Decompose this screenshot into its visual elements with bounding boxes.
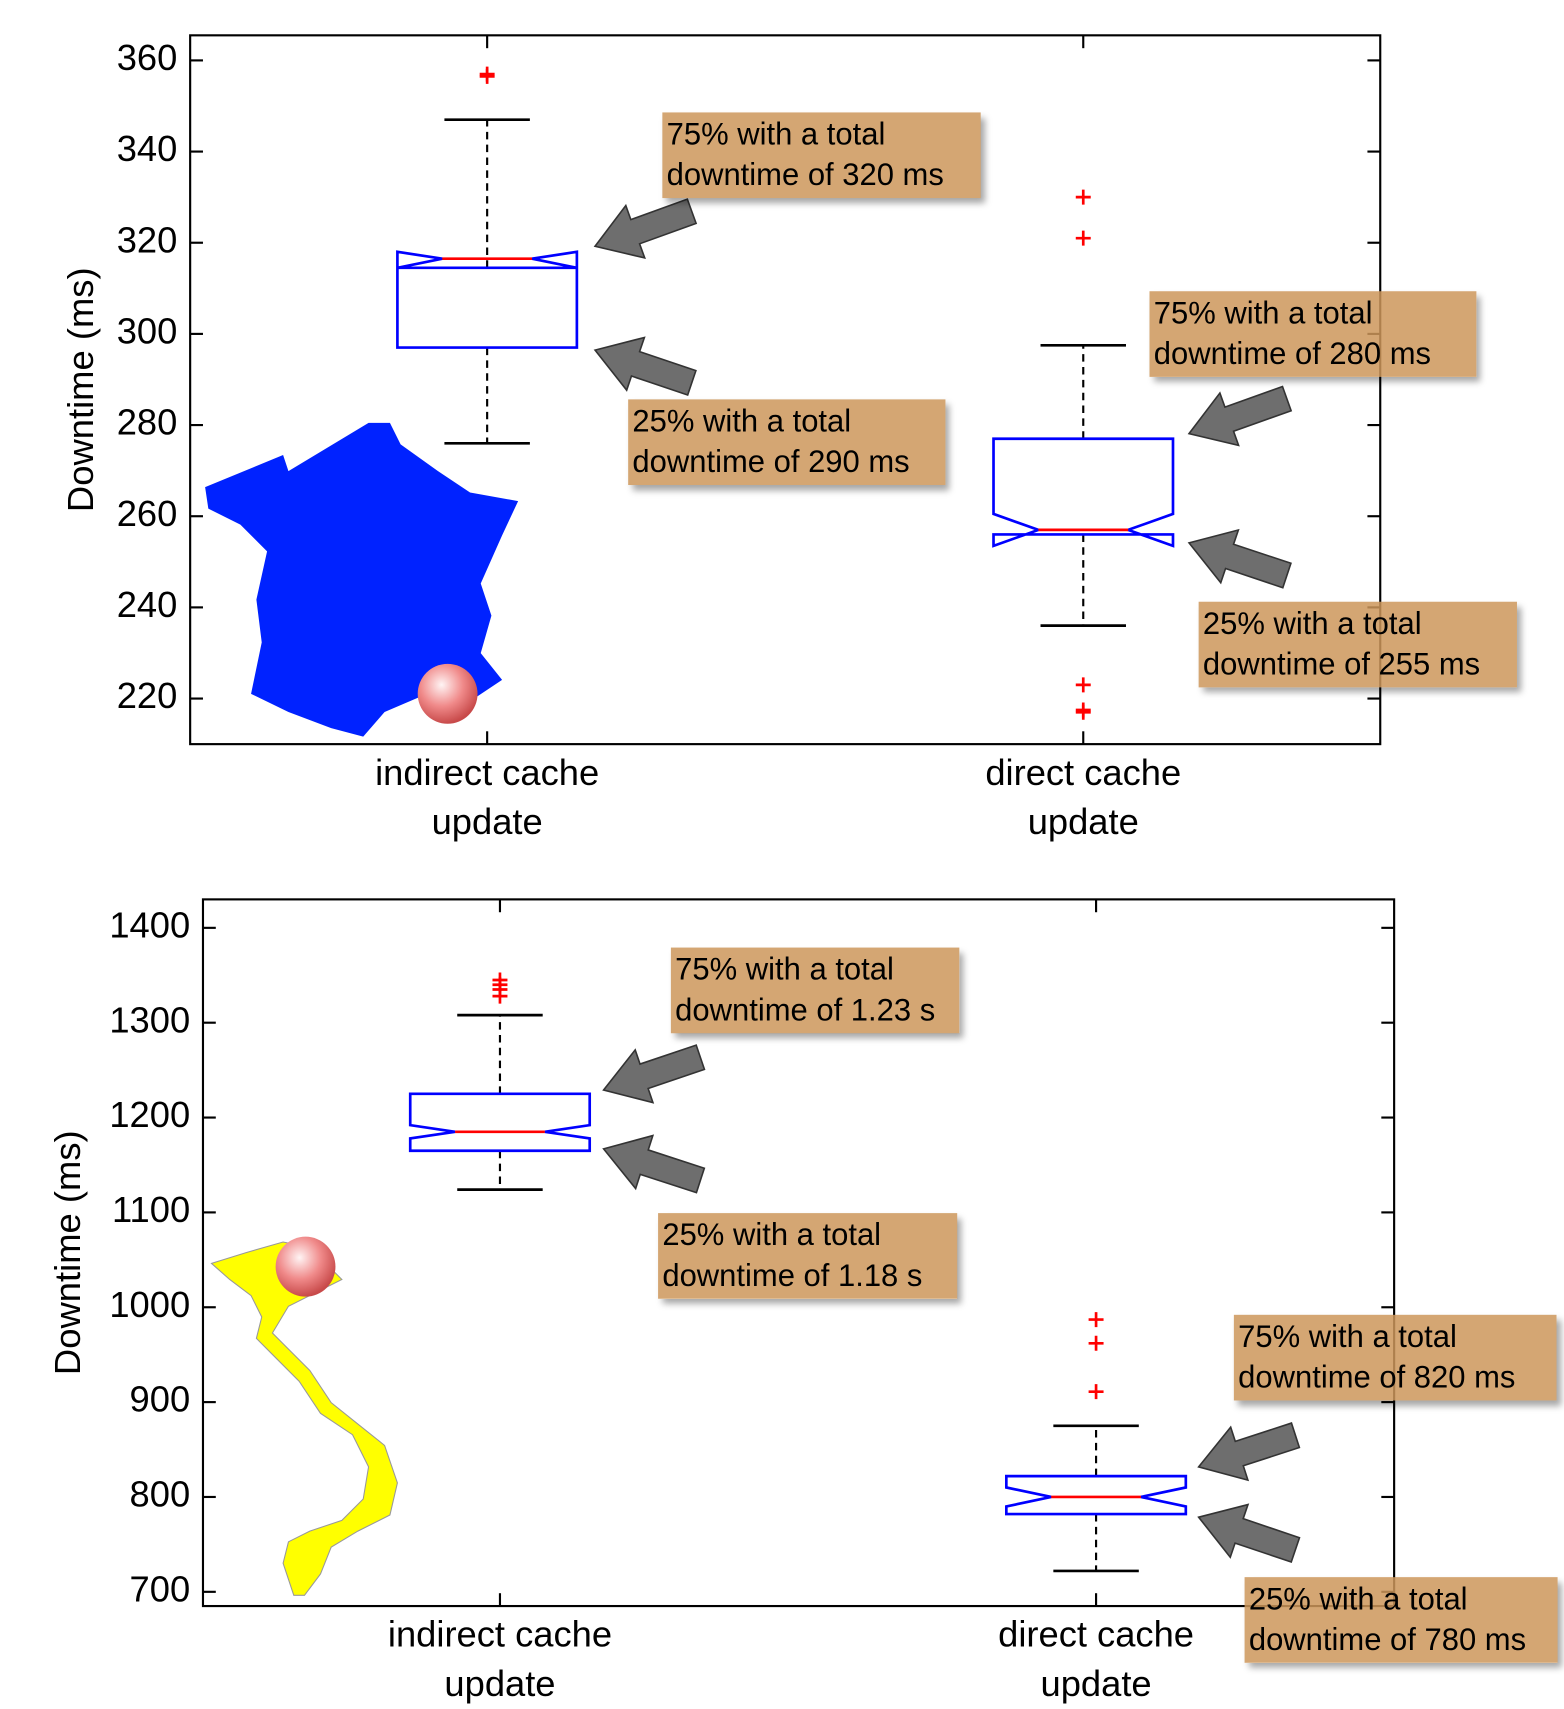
- y-tick-label: 1000: [109, 1284, 190, 1325]
- arrow: [602, 1044, 706, 1104]
- box: [1005, 1474, 1188, 1516]
- arrow: [593, 336, 697, 396]
- box: [992, 437, 1175, 548]
- annotation: 75% with a total downtime of 280 ms: [1149, 291, 1477, 377]
- y-tick-label: 700: [130, 1568, 191, 1609]
- arrow: [1187, 528, 1292, 589]
- arrow: [593, 198, 698, 260]
- y-tick-label: 300: [117, 310, 178, 351]
- y-tick-label: 800: [130, 1474, 191, 1515]
- location-marker: [275, 1236, 336, 1297]
- annotation: 75% with a total downtime of 820 ms: [1233, 1314, 1557, 1401]
- x-tick-label: indirect cache update: [375, 752, 600, 843]
- y-tick-label: 1400: [109, 904, 190, 945]
- arrow: [1197, 1422, 1301, 1482]
- outlier: [1088, 1384, 1104, 1400]
- outlier: [479, 68, 495, 84]
- box: [396, 250, 579, 349]
- y-tick-label: 260: [117, 493, 178, 534]
- y-tick-label: 240: [117, 584, 178, 625]
- y-axis-label: Downtime (ms): [60, 267, 101, 512]
- arrow: [1197, 1503, 1301, 1564]
- x-tick-label: indirect cache update: [387, 1614, 613, 1705]
- outlier: [1075, 704, 1091, 720]
- y-tick-label: 320: [117, 219, 178, 260]
- y-axis-label: Downtime (ms): [47, 1130, 88, 1375]
- annotation: 25% with a total downtime of 1.18 s: [658, 1213, 958, 1299]
- outlier: [1088, 1335, 1104, 1351]
- y-tick-label: 220: [117, 675, 178, 716]
- arrow: [602, 1134, 706, 1194]
- annotation: 25% with a total downtime of 290 ms: [628, 399, 946, 486]
- y-tick-label: 340: [117, 128, 178, 169]
- outlier: [1088, 1312, 1104, 1328]
- location-marker: [417, 663, 478, 724]
- map-france: [205, 422, 519, 737]
- x-tick-label: direct cache update: [998, 1614, 1194, 1705]
- y-tick-label: 1200: [109, 1094, 190, 1135]
- plot-frame: [201, 898, 1396, 1608]
- x-tick-label: direct cache update: [985, 752, 1182, 843]
- outlier: [492, 988, 508, 1004]
- map-vietnam: [210, 1241, 398, 1596]
- outlier: [1075, 230, 1091, 246]
- plot-frame: [189, 34, 1382, 746]
- outlier: [1075, 189, 1091, 205]
- annotation: 75% with a total downtime of 320 ms: [662, 112, 981, 199]
- annotation: 25% with a total downtime of 780 ms: [1244, 1577, 1558, 1663]
- y-tick-label: 280: [117, 402, 178, 443]
- annotation: 25% with a total downtime of 255 ms: [1198, 601, 1517, 688]
- y-tick-label: 360: [117, 37, 178, 78]
- annotation: 75% with a total downtime of 1.23 s: [670, 947, 960, 1034]
- y-tick-label: 900: [130, 1379, 191, 1420]
- y-tick-label: 1300: [109, 999, 190, 1040]
- y-tick-label: 1100: [112, 1189, 190, 1230]
- box: [408, 1092, 592, 1153]
- outlier: [1075, 677, 1091, 693]
- arrow: [1187, 385, 1293, 447]
